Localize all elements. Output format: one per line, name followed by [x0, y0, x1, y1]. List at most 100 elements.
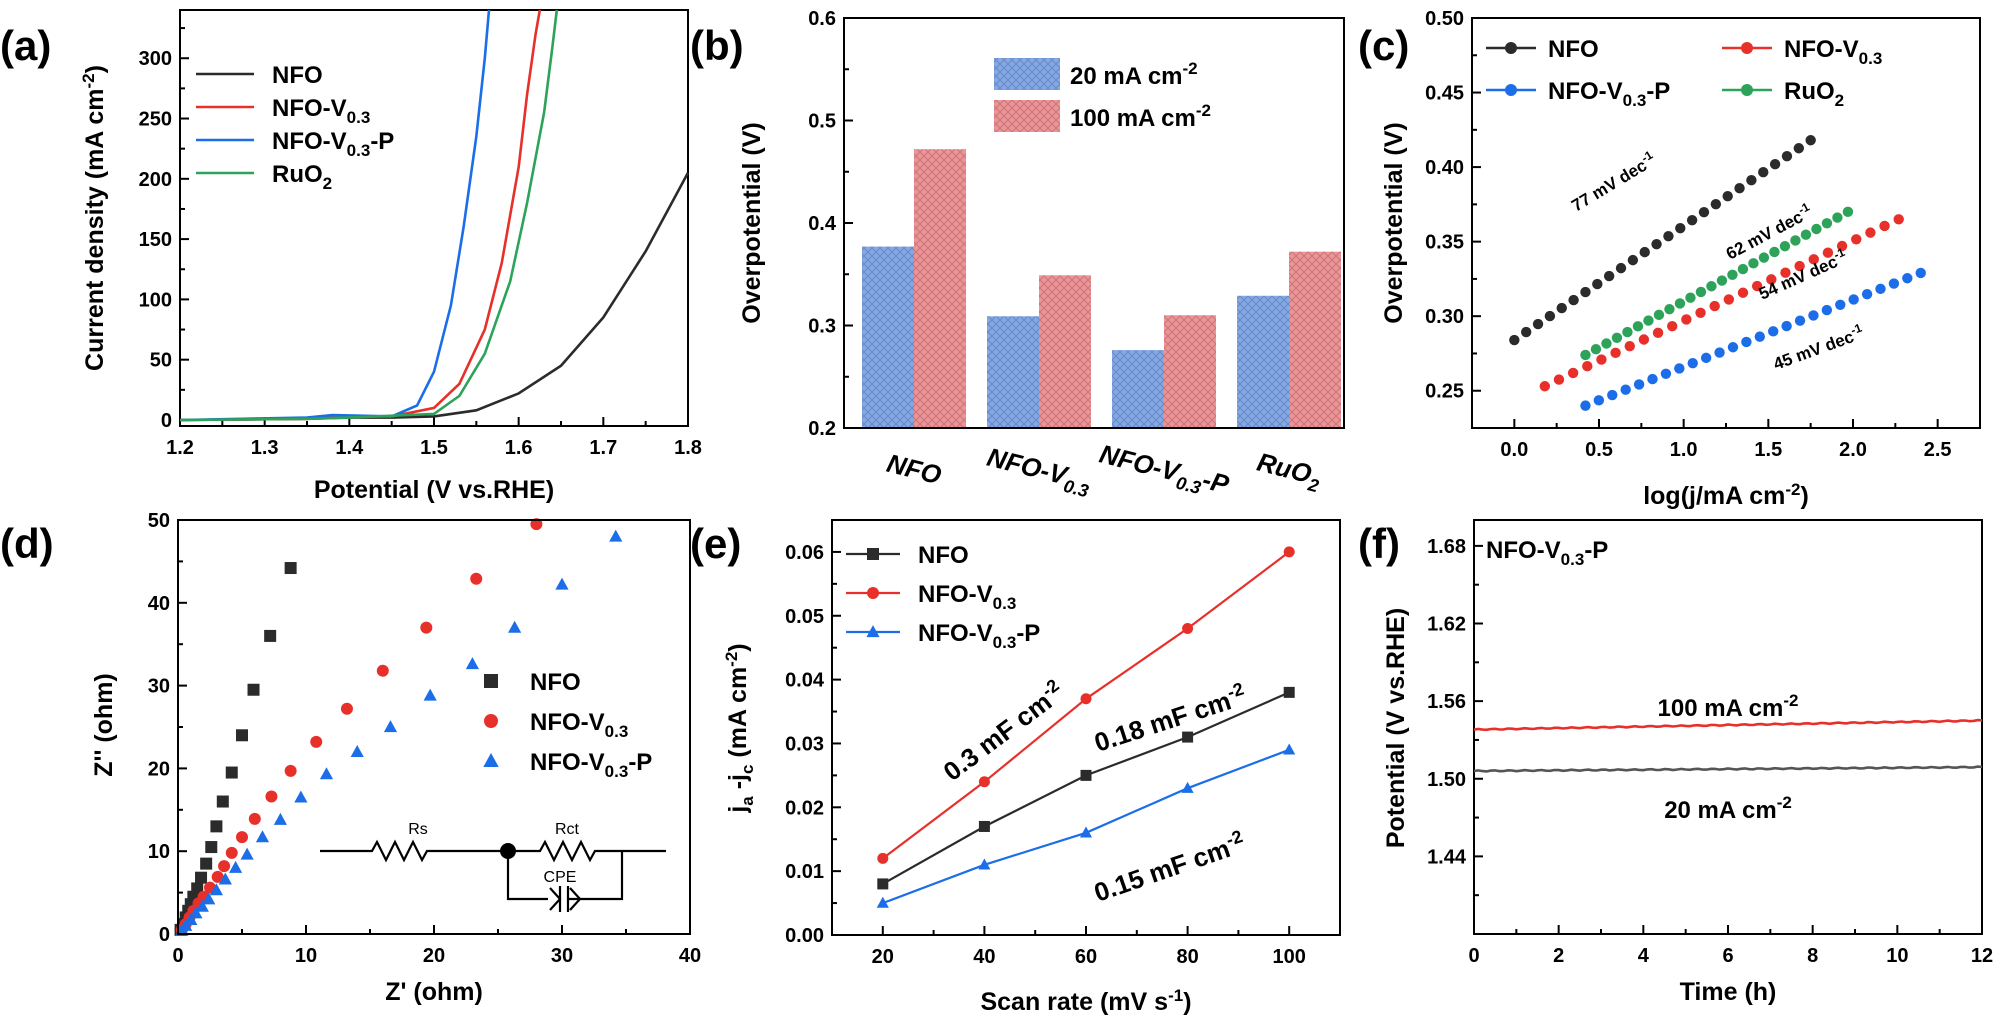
panel-c-xtick-label: 1.5	[1754, 439, 1782, 461]
cdl-point-NFO	[1283, 686, 1295, 698]
panel-f-xtick-label: 2	[1553, 945, 1564, 967]
panel-b-bars	[862, 149, 1341, 428]
tafel-point-NFO-V0.3-P	[1821, 304, 1833, 316]
tafel-point-NFO-V0.3	[1822, 247, 1834, 258]
legend-marker-0	[1505, 42, 1517, 54]
legend-marker-0	[484, 674, 498, 688]
tafel-point-NFO	[1769, 159, 1781, 170]
tafel-point-NFO-V0.3	[1794, 260, 1805, 272]
panel-d-frame	[177, 519, 691, 935]
stability-line-1	[1473, 765, 1983, 773]
panel-a-ytick-label: 250	[139, 109, 172, 131]
nyquist-point-NFO	[225, 766, 238, 779]
panel-c: (c) 0.0 0.5 1.0 1.5 2.0 2.50.250.300.350.400.…	[1358, 8, 1981, 510]
legend-label-1-sub: 0.3	[605, 722, 629, 741]
legend-label-2: NFO-V0.3-P	[530, 749, 652, 781]
cdl-point-NFO-V0.3-P	[1181, 781, 1194, 793]
panel-a-xtick-label: 1.6	[505, 437, 533, 459]
tafel-slope-NFO-V0.3: 54 mV dec-1	[1755, 245, 1851, 304]
cdl-annotation-NFO-V0.3-P-main: 0.15 mF cm	[1090, 833, 1234, 907]
nyquist-point-NFO-V0.3-P	[209, 883, 223, 896]
curve-NFO-V0.3	[179, 9, 542, 422]
nyquist-point-NFO-V0.3	[340, 702, 353, 715]
tafel-point-RuO2	[1706, 281, 1717, 292]
nyquist-point-NFO-V0.3-P	[350, 744, 364, 757]
tafel-point-RuO2	[1842, 206, 1854, 218]
tafel-point-NFO-V0.3-P	[1848, 294, 1859, 305]
tafel-point-RuO2	[1821, 218, 1833, 229]
panel-a-label: (a)	[0, 22, 51, 69]
nyquist-point-NFO-V0.3-P	[294, 790, 308, 803]
panel-a-frame	[179, 9, 689, 427]
panel-d-label: (d)	[0, 520, 54, 567]
nyquist-point-NFO	[236, 729, 248, 742]
tafel-point-NFO-V0.3-P	[1741, 336, 1752, 348]
panel-a-ytick-label: 200	[139, 169, 172, 191]
panel-b-category-0: NFO	[884, 448, 945, 490]
tafel-point-NFO-V0.3	[1596, 354, 1607, 365]
cdl-point-NFO-V0.3-P	[1079, 826, 1093, 838]
legend-label-NFO-V0.3-P-main: NFO-V	[272, 128, 347, 155]
tafel-point-RuO2	[1800, 229, 1812, 240]
tafel-point-RuO2	[1737, 263, 1749, 275]
panel-c-xtick-label: 0.5	[1585, 439, 1613, 461]
nyquist-point-NFO	[191, 882, 204, 895]
nyquist-point-NFO-V0.3-P	[508, 620, 522, 633]
tafel-point-NFO	[1603, 270, 1615, 282]
tafel-point-NFO-V0.3	[1667, 320, 1678, 332]
legend-label-2-tail: -P	[628, 749, 652, 776]
panel-e-ytick-label: 0.06	[785, 542, 824, 564]
tafel-point-NFO	[1805, 135, 1816, 146]
cdl-point-NFO-V0.3	[1080, 693, 1092, 705]
tafel-point-NFO	[1746, 175, 1757, 186]
panel-d-xtick-label: 10	[295, 945, 317, 967]
panel-f-ticks: 0 2 4 6 8 10 12 1.44 1.50 1.56 1.62 1.68	[1427, 536, 1993, 967]
tafel-point-NFO-V0.3	[1567, 367, 1579, 379]
tafel-point-RuO2	[1779, 240, 1791, 252]
nyquist-point-NFO-V0.3	[236, 831, 248, 844]
legend-label-0-main: NFO	[1548, 36, 1599, 63]
panel-b-ytick-label: 0.3	[808, 316, 836, 338]
legend-label-RuO2: RuO2	[272, 161, 332, 193]
legend-label-3-sub: 2	[1835, 91, 1844, 110]
stability-annotation-0-main: 100 mA cm	[1658, 695, 1784, 722]
panel-c-ytick-label: 0.45	[1425, 83, 1464, 105]
panel-f-ytick-label: 1.44	[1427, 846, 1467, 868]
panel-a-xtick-label: 1.4	[335, 437, 364, 459]
nyquist-point-NFO	[210, 820, 223, 833]
tafel-point-RuO2	[1748, 258, 1759, 269]
panel-d-ytick-label: 0	[159, 924, 170, 946]
circuit-resistors	[320, 839, 666, 863]
nyquist-point-NFO-V0.3-P	[465, 657, 479, 670]
tafel-point-NFO-V0.3-P	[1781, 320, 1792, 332]
legend-swatch-bar_blue	[994, 58, 1060, 90]
tafel-point-NFO-V0.3-P	[1580, 400, 1591, 411]
legend-label-bar_red-main: 100 mA cm	[1070, 105, 1196, 132]
cdl-point-NFO-V0.3	[1283, 546, 1295, 558]
nyquist-point-NFO-V0.3-P	[273, 812, 287, 825]
panel-e-xtick-label: 100	[1273, 946, 1306, 968]
tafel-point-RuO2	[1758, 252, 1770, 263]
tafel-point-RuO2	[1832, 212, 1843, 223]
legend-label-NFO-main: NFO	[272, 62, 323, 89]
tafel-point-RuO2	[1769, 246, 1780, 258]
panel-d-xtick-label: 30	[551, 945, 573, 967]
panel-e-ylabel: ja -jc (mA cm-2)	[722, 643, 757, 813]
legend-label-2-sub: 0.3	[1623, 91, 1647, 110]
panel-b-ytick-label: 0.5	[808, 111, 836, 133]
legend-label-bar_blue-main: 20 mA cm	[1070, 63, 1183, 90]
panel-f-ytick-label: 1.56	[1427, 691, 1466, 713]
panel-d: (d) 0 10 20 30 40 0 10 20 30 40 50 Rs Rct CPE Z' (…	[0, 510, 701, 1006]
panel-a-ytick-label: 0	[161, 410, 172, 432]
panel-b-category-3: RuO2	[1253, 447, 1324, 497]
panel-f-xtick-label: 0	[1468, 945, 1479, 967]
panel-b-category-1: NFO-V0.3	[983, 442, 1094, 502]
legend-marker-2	[483, 752, 499, 767]
legend-label-0: NFO	[1548, 36, 1599, 63]
stability-line-0	[1473, 718, 1983, 732]
bar-bar_blue-2	[1112, 350, 1164, 428]
tafel-point-RuO2	[1622, 326, 1633, 338]
